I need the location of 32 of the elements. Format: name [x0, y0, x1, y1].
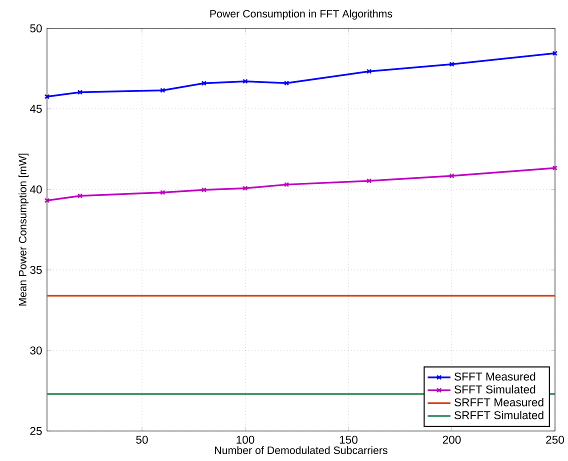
legend-label: SFFT Measured — [454, 372, 536, 381]
point — [449, 173, 454, 178]
y-tick-label: 35 — [30, 266, 42, 274]
point — [201, 187, 206, 192]
x-tick-label: 200 — [442, 436, 461, 444]
x-axis-title: Number of Demodulated Subcarriers — [215, 446, 388, 454]
y-tick-label: 30 — [30, 346, 42, 354]
y-tick-label: 45 — [30, 104, 42, 113]
point — [284, 80, 290, 86]
point — [201, 80, 206, 86]
point — [449, 62, 454, 67]
point — [77, 193, 83, 198]
x-tick-label: 50 — [136, 436, 148, 444]
legend-label: SRFFT Simulated — [454, 410, 544, 420]
point — [160, 190, 166, 196]
point — [77, 90, 83, 95]
y-tick-label: 40 — [30, 185, 42, 194]
point — [242, 186, 248, 191]
y-tick-label: 25 — [30, 426, 42, 436]
point — [366, 178, 372, 184]
y-axis-title: Mean Power Consumption [mW] — [18, 154, 29, 306]
point — [160, 88, 166, 93]
point — [284, 182, 290, 188]
chart-title: Power Consumption in FFT Algorithms — [210, 10, 392, 20]
x-tick-label: 250 — [546, 436, 564, 444]
x-tick-label: 150 — [340, 436, 358, 444]
x-tick-label: 100 — [236, 436, 254, 444]
y-tick-label: 50 — [30, 24, 42, 32]
point — [242, 78, 248, 84]
legend-label: SFFT Simulated — [454, 385, 536, 394]
legend-label: SRFFT Measured — [454, 398, 544, 406]
point — [366, 68, 372, 74]
